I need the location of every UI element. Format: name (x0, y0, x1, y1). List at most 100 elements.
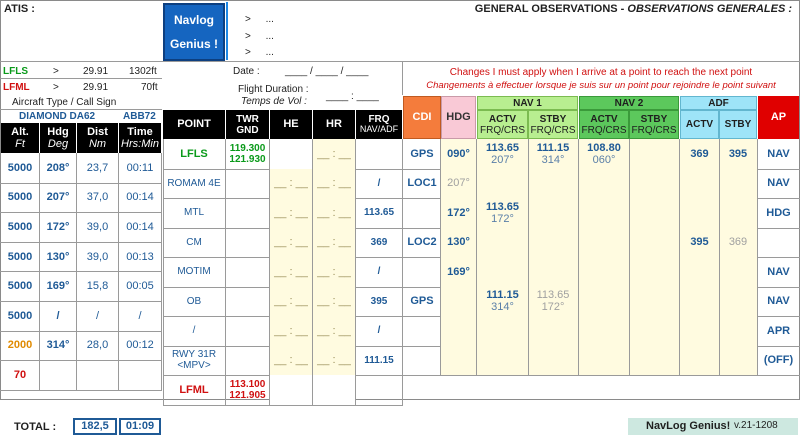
frq-cell: 369 (370, 236, 388, 248)
dist-cell: 15,8 (86, 280, 109, 293)
hdg-cell: 090° (441, 139, 476, 169)
point-cell: RWY 31R <MPV> (171, 349, 217, 372)
leg-hdg-cell: 172° (46, 220, 70, 233)
he-cell[interactable]: __ : __ (270, 168, 312, 198)
he-cell[interactable] (270, 375, 312, 405)
dist-label: Dist (87, 125, 108, 138)
twr-freq: 119.300 (229, 142, 266, 154)
he-cell[interactable]: __ : __ (270, 227, 312, 257)
frq-sub-label: NAV/ADF (359, 124, 399, 135)
leg-hdg-cell: 169° (46, 280, 70, 293)
adf-stby-cell (719, 286, 757, 316)
gnd-label: GND (236, 124, 259, 136)
time-cell: / (138, 309, 142, 322)
total-dist: 182,5 (73, 418, 117, 435)
nav2-actv-cell: 108.80 060° (579, 139, 629, 169)
alt-label: Alt. (11, 125, 29, 138)
cdi-cell: LOC2 (407, 236, 437, 249)
he-cell[interactable]: __ : __ (270, 286, 312, 316)
hdg-header: HDG (441, 96, 476, 139)
date-input[interactable]: ____ / ____ / ____ (285, 66, 369, 77)
hr-cell[interactable]: __ : __ (313, 316, 355, 346)
adf-stby-cell (719, 198, 757, 228)
nav2-actv-cell (579, 316, 629, 346)
he-cell[interactable]: __ : __ (270, 345, 312, 375)
nav2-stby-cell (629, 257, 679, 287)
leg-hdg-cell: / (56, 309, 60, 322)
arrow-text-1: ... (265, 14, 274, 25)
aircraft-type: DIAMOND DA62 (19, 111, 96, 122)
twr-label: TWR (236, 113, 259, 125)
leg-hdg-cell (40, 360, 76, 390)
hr-cell[interactable]: __ : __ (313, 345, 355, 375)
time-cell (119, 360, 161, 390)
cdi-cell: GPS (410, 147, 434, 160)
ap-header: AP (758, 96, 799, 139)
nav1-actv-cell: 113.65 207° (477, 139, 528, 169)
nav1-stby-cell (528, 345, 578, 375)
twr-gnd-cell (226, 316, 269, 346)
adf-header: ADF (680, 96, 757, 110)
atis-label: ATIS : (4, 3, 35, 15)
point-cell: LFLS (180, 147, 208, 160)
hr-cell[interactable]: __ : __ (313, 257, 355, 287)
leg-hdg-cell: 130° (46, 250, 70, 263)
nav2-stby-cell (629, 139, 679, 169)
hr-cell[interactable]: __ : __ (313, 286, 355, 316)
he-cell[interactable] (270, 139, 312, 169)
time-cell: 00:14 (126, 191, 154, 204)
dist-cell (77, 360, 118, 390)
point-cell: OB (186, 295, 202, 307)
ap-cell: (OFF) (763, 354, 794, 367)
gnd-freq: 121.930 (229, 153, 266, 165)
adf-stby-cell: 369 (719, 227, 757, 257)
nav2-stby-cell (629, 227, 679, 257)
time-label: Time (127, 125, 153, 138)
brand-line1: Navlog (173, 13, 214, 27)
gen-obs-title-fr: OBSERVATIONS GENERALES : (627, 3, 792, 15)
arrival-arrow: > (53, 82, 59, 93)
brand-line2: Genius ! (169, 37, 218, 51)
time-cell: 00:12 (126, 339, 154, 352)
navlog-brand[interactable]: Navlog Genius ! (163, 3, 225, 61)
nav1-actv-cell (477, 345, 528, 375)
adf-actv-cell (680, 198, 719, 228)
hr-cell[interactable]: __ : __ (313, 198, 355, 228)
cdi-cell: LOC1 (407, 177, 437, 190)
time-unit: Hrs:Min (121, 138, 159, 150)
he-cell[interactable]: __ : __ (270, 257, 312, 287)
hr-cell[interactable]: __ : __ (313, 139, 355, 169)
alt-unit: Ft (15, 138, 25, 150)
hr-cell[interactable] (313, 375, 355, 405)
hr-cell[interactable]: __ : __ (313, 168, 355, 198)
departure-arrow: > (53, 66, 59, 77)
hdg-cell: 130° (441, 227, 476, 257)
nav2-actv-sub: FRQ/CRS (581, 124, 627, 136)
leg-hdg-cell: 208° (46, 161, 70, 174)
hr-cell[interactable]: __ : __ (313, 227, 355, 257)
dist-cell: 23,7 (86, 161, 109, 174)
nav2-stby-cell (629, 316, 679, 346)
duration-input[interactable]: ____ : ____ (326, 91, 379, 102)
adf-actv-cell (680, 168, 719, 198)
frq-label: FRQ (368, 114, 390, 126)
alt-cell: 70 (13, 368, 27, 381)
time-cell: 00:13 (126, 250, 154, 263)
dist-header: Dist Nm (77, 123, 118, 153)
twr-freq: 113.100 (229, 378, 266, 390)
time-header: Time Hrs:Min (119, 123, 161, 153)
he-cell[interactable]: __ : __ (270, 316, 312, 346)
nav1-actv-cell-course: 314° (491, 301, 514, 314)
adf-actv-cell: 369 (680, 139, 719, 169)
changes-line1: Changes I must apply when I arrive at a … (449, 67, 753, 78)
he-cell[interactable]: __ : __ (270, 198, 312, 228)
nav1-stby-header: STBY FRQ/CRS (528, 110, 578, 139)
frq-cell: / (377, 177, 381, 189)
total-time: 01:09 (119, 418, 161, 435)
adf-actv-header: ACTV (680, 110, 719, 139)
dist-cell: 39,0 (86, 220, 109, 233)
nav2-stby-cell (629, 345, 679, 375)
nav1-stby-cell: 113.65 172° (528, 286, 578, 316)
nav1-actv-cell-course: 172° (491, 212, 514, 225)
frq-cell: / (377, 266, 381, 278)
